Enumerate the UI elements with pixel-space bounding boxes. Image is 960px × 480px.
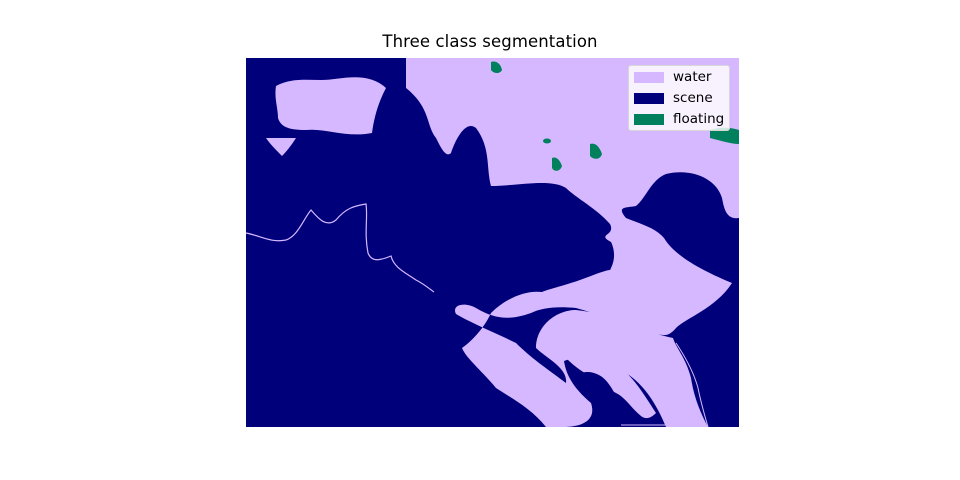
water-region-top-strip	[406, 58, 518, 120]
legend-entry-scene: scene	[634, 90, 713, 106]
legend-swatch-water	[634, 71, 664, 83]
legend-swatch-floating	[634, 113, 664, 125]
legend-swatch-scene	[634, 92, 664, 104]
legend-entry-floating: floating	[634, 111, 724, 127]
legend: water scene floating	[628, 65, 730, 131]
floating-region-edge	[710, 127, 739, 144]
legend-label-water: water	[673, 69, 712, 85]
water-region-upper-left	[275, 77, 386, 135]
figure-title: Three class segmentation	[382, 32, 598, 51]
floating-region-mid	[552, 157, 562, 171]
water-region-main	[406, 58, 739, 427]
water-edge-left	[246, 203, 435, 293]
scene-region-lower-blob	[576, 372, 618, 410]
water-edge-right-lower	[675, 342, 709, 427]
floating-region-small	[543, 138, 551, 144]
floating-region-right	[590, 143, 602, 159]
floating-region-top	[491, 61, 502, 73]
water-region-left-notch	[266, 138, 296, 156]
legend-entry-water: water	[634, 69, 711, 85]
water-region-lower-bright	[566, 353, 656, 419]
legend-label-floating: floating	[673, 111, 725, 127]
legend-label-scene: scene	[673, 90, 713, 106]
